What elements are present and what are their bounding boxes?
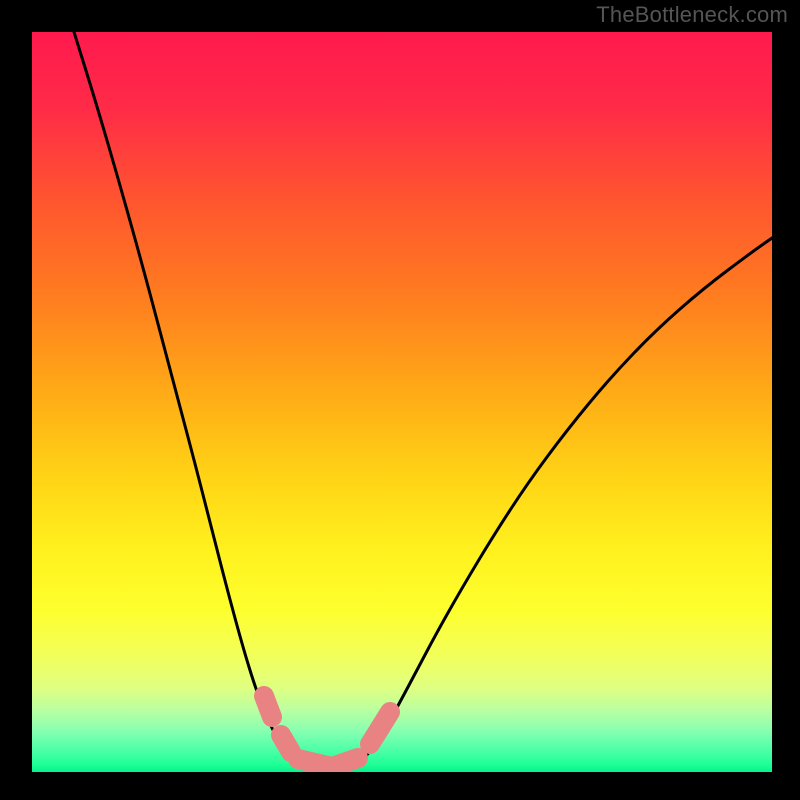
watermark-text: TheBottleneck.com [596,2,788,28]
highlight-segment [264,696,272,717]
curve-layer [32,32,772,772]
highlight-segment [281,735,291,752]
bottleneck-curve [74,32,772,769]
plot-area [32,32,772,772]
chart-canvas: TheBottleneck.com [0,0,800,800]
highlight-segment [298,758,358,767]
highlight-segment [370,712,390,744]
